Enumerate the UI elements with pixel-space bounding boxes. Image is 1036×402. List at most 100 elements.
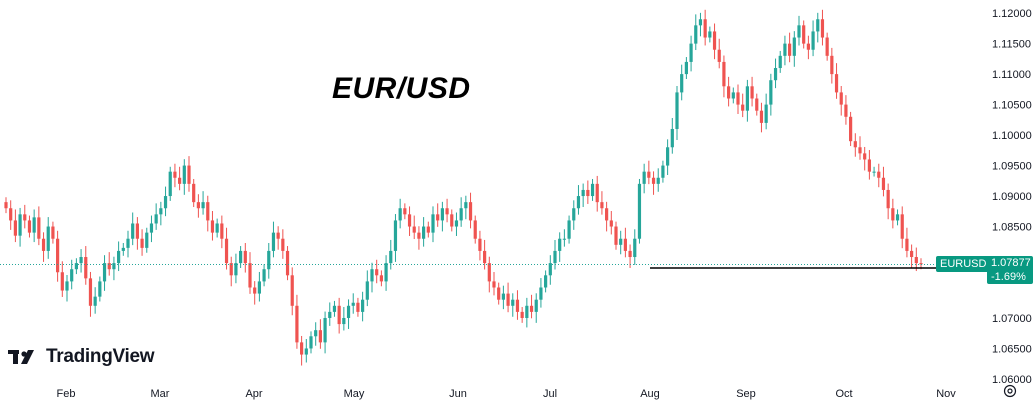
candle-body (656, 177, 660, 184)
candle-body (346, 305, 351, 318)
candle-body (820, 19, 825, 38)
candle-body (332, 305, 337, 312)
candle-body (558, 238, 562, 251)
candle-body (163, 196, 168, 209)
candle-body (117, 250, 121, 264)
price-tick-10: 1.07000 (992, 313, 1032, 325)
price-tick-6: 1.09000 (992, 191, 1032, 203)
candle-body (412, 226, 416, 233)
gear-icon[interactable] (1002, 383, 1018, 399)
candle-body (422, 226, 426, 239)
candle-body (834, 74, 839, 93)
candle-body (84, 257, 88, 279)
candle-body (375, 269, 379, 276)
candle-body (318, 330, 322, 343)
candle-body (863, 153, 867, 160)
candle-body (755, 98, 759, 111)
candle-body (600, 202, 604, 209)
candle-body (248, 263, 252, 288)
candle-body (816, 19, 820, 32)
candle-body (745, 86, 749, 111)
candle-body (698, 19, 703, 26)
date-tick-nov: Nov (936, 388, 956, 400)
price-tick-0: 1.12000 (992, 8, 1032, 20)
candle-body (694, 25, 698, 44)
candle-body (548, 263, 552, 276)
candle-body (872, 171, 876, 173)
candle-body (295, 305, 299, 343)
candle-body (201, 202, 205, 209)
candle-body (595, 183, 599, 203)
candle-body (370, 269, 374, 282)
candle-body (858, 147, 862, 154)
candle-body (431, 214, 435, 233)
candle-body (614, 226, 618, 245)
candle-body (79, 257, 83, 264)
candle-body (70, 269, 74, 282)
chart-title: EUR/USD (332, 72, 471, 105)
candle-body (337, 305, 341, 325)
candle-body (356, 302, 360, 312)
candles-group (4, 9, 923, 366)
candle-body (257, 281, 261, 294)
price-axis[interactable]: 1.12000 1.11500 1.11000 1.10500 1.10000 1.095… (992, 8, 1032, 386)
candle-body (553, 250, 557, 264)
candle-body (450, 214, 454, 227)
tradingview-logo: TradingView (8, 346, 155, 368)
candle-body (891, 208, 895, 221)
candle-body (51, 226, 55, 239)
candle-body (290, 275, 294, 306)
candle-body (403, 208, 407, 215)
candle-body (107, 263, 111, 270)
price-tick-12: 1.06000 (992, 374, 1032, 386)
candle-body (759, 110, 764, 123)
candle-body (910, 250, 914, 258)
candle-body (520, 311, 524, 318)
candle-body (445, 208, 449, 215)
candle-body (243, 250, 247, 264)
candle-body (623, 238, 627, 251)
date-tick-aug: Aug (640, 388, 660, 400)
candle-body (919, 263, 923, 265)
candle-body (224, 238, 229, 264)
candle-body (497, 287, 501, 300)
candle-body (328, 311, 332, 318)
date-tick-apr: Apr (245, 388, 262, 400)
candle-body (281, 238, 285, 251)
candle-body (131, 223, 135, 239)
candle-body (708, 31, 712, 38)
date-tick-feb: Feb (57, 388, 76, 400)
candle-body (539, 287, 543, 300)
candle-body (267, 250, 271, 270)
candle-body (384, 263, 388, 282)
candle-body (849, 116, 853, 142)
price-tick-2: 1.11000 (992, 69, 1031, 81)
candle-body (741, 104, 745, 111)
candle-body (206, 202, 210, 221)
candle-body (534, 299, 538, 312)
candle-body (783, 43, 787, 56)
candle-body (853, 141, 857, 148)
candle-body (844, 104, 848, 117)
candle-body (778, 55, 782, 69)
last-price-label: 1.07877 -1.69% (987, 256, 1033, 284)
candle-body (173, 171, 177, 178)
time-axis[interactable]: Feb Mar Apr May Jun Jul Aug Sep Oct Nov (57, 388, 957, 400)
candle-body (46, 226, 50, 251)
candle-body (398, 208, 402, 221)
candle-body (323, 317, 327, 343)
candle-body (192, 183, 196, 203)
price-tick-11: 1.06500 (992, 343, 1032, 355)
candle-body (562, 238, 566, 240)
price-tick-7: 1.08500 (992, 222, 1032, 234)
price-change-percent: -1.69% (991, 271, 1026, 283)
candle-body (145, 232, 149, 248)
candle-body (239, 250, 243, 264)
candle-body (877, 171, 881, 178)
last-price-value: 1.07877 (991, 257, 1031, 269)
candle-body (905, 238, 909, 251)
candle-body (722, 61, 726, 87)
candle-body (661, 165, 665, 178)
candle-body (473, 220, 477, 239)
